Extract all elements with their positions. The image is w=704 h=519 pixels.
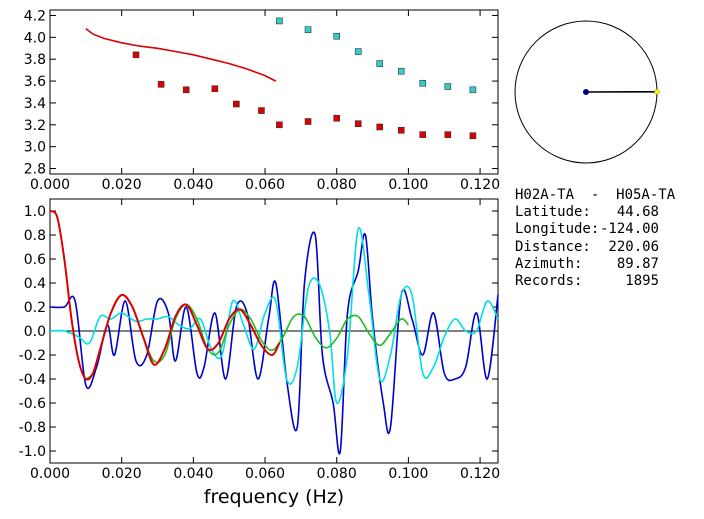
y-tick-label: 2.8: [24, 162, 46, 178]
y-tick-label: 4.0: [24, 30, 46, 46]
azimuth-diagram: [514, 20, 660, 164]
x-tick-label: 0.020: [102, 177, 142, 193]
red-point: [304, 118, 312, 125]
y-tick-label: 3.6: [24, 74, 46, 90]
x-tick-label: 0.080: [317, 177, 357, 193]
cyan-point: [276, 17, 283, 25]
cyan-point: [304, 26, 312, 33]
x-tick-label: 0.060: [245, 177, 285, 193]
y-tick-label: -0.2: [19, 348, 46, 364]
y-tick-label: -0.8: [19, 420, 46, 436]
y-tick-label: 3.2: [24, 118, 46, 134]
dispersion-frame: [49, 9, 499, 175]
y-tick-label: 0.2: [24, 300, 46, 316]
red-point: [376, 123, 384, 131]
x-tick-label: 0.100: [388, 466, 428, 482]
info-key: Records:: [515, 273, 583, 290]
azimuth-endpoint: [654, 89, 660, 95]
cyan-point: [354, 48, 362, 55]
info-row-latitude: Latitude: 44.68: [515, 204, 701, 221]
x-tick-label: 0.020: [102, 466, 142, 482]
azimuth-center: [583, 89, 589, 95]
cyan-point: [419, 79, 427, 87]
station-info: H02A-TA - H05A-TA Latitude: 44.68 Longit…: [515, 186, 701, 290]
y-tick-label: 0.8: [24, 228, 46, 244]
info-value: -124.00: [599, 221, 659, 238]
cyan-trace: [49, 226, 499, 405]
cyan-point: [333, 32, 341, 40]
red-point: [132, 51, 140, 59]
cyan-point: [376, 60, 384, 67]
info-value: 89.87: [616, 255, 659, 272]
red-point: [469, 132, 477, 140]
red-point: [276, 121, 283, 129]
info-row-azimuth: Azimuth: 89.87: [515, 256, 701, 273]
y-tick-label: 0.6: [24, 252, 46, 268]
red-point: [444, 131, 452, 138]
x-tick-label: 0.060: [245, 466, 285, 482]
red-point: [233, 100, 240, 108]
y-tick-label: 0.0: [24, 324, 46, 340]
y-tick-label: -1.0: [19, 444, 46, 460]
info-key: Latitude:: [515, 204, 591, 220]
info-key: Distance:: [515, 238, 591, 255]
y-tick-label: 3.4: [24, 96, 46, 112]
x-tick-label: 0.100: [388, 177, 428, 193]
cyan-point: [444, 83, 452, 90]
x-tick-label: 0.120: [460, 466, 500, 482]
red-point: [211, 85, 219, 93]
dispersion-curve: [85, 27, 277, 82]
station-pair: H02A-TA - H05A-TA: [515, 187, 676, 203]
info-key: Azimuth:: [515, 255, 583, 272]
x-tick-label: 0.000: [30, 177, 70, 193]
x-axis-label: frequency (Hz): [204, 486, 344, 508]
y-tick-label: 0.4: [24, 276, 46, 292]
x-tick-label: 0.040: [173, 177, 213, 193]
y-tick-label: 4.2: [24, 8, 46, 24]
info-key: Longitude:: [515, 221, 600, 238]
red-point: [397, 126, 405, 134]
info-value: 220.06: [608, 238, 659, 255]
y-tick-label: 3.0: [24, 140, 46, 156]
x-tick-label: 0.040: [173, 466, 213, 482]
y-tick-label: 3.8: [24, 52, 46, 68]
red-point: [333, 114, 341, 122]
red-trace: [49, 210, 281, 381]
info-value: 1895: [625, 273, 659, 290]
y-tick-label: -0.6: [19, 396, 46, 412]
x-tick-label: 0.000: [30, 466, 70, 482]
cyan-point: [397, 67, 405, 75]
red-point: [157, 81, 165, 88]
info-row-longitude: Longitude: -124.00: [515, 221, 701, 238]
red-point: [419, 131, 427, 138]
info-value: 44.68: [616, 204, 659, 220]
info-row-records: Records: 1895: [515, 273, 701, 290]
cyan-point: [469, 86, 477, 94]
correlation-panel: -1.0 -0.8 -0.6 -0.4 -0.2 0.0 0.2 0.4 0.6 0.8 1.0 0…: [19, 198, 500, 508]
x-tick-label: 0.080: [317, 466, 357, 482]
x-tick-label: 0.120: [460, 177, 500, 193]
red-point: [182, 86, 190, 94]
red-point: [258, 107, 265, 114]
y-tick-label: 1.0: [24, 204, 46, 220]
red-point: [354, 120, 362, 128]
info-row-distance: Distance: 220.06: [515, 239, 701, 256]
dispersion-panel: 2.8 3.0 3.2 3.4 3.6 3.8 4.0 4.2 0.000 0.020 0.040…: [24, 8, 500, 193]
y-tick-label: -0.4: [19, 372, 46, 388]
blue-trace: [49, 231, 499, 455]
